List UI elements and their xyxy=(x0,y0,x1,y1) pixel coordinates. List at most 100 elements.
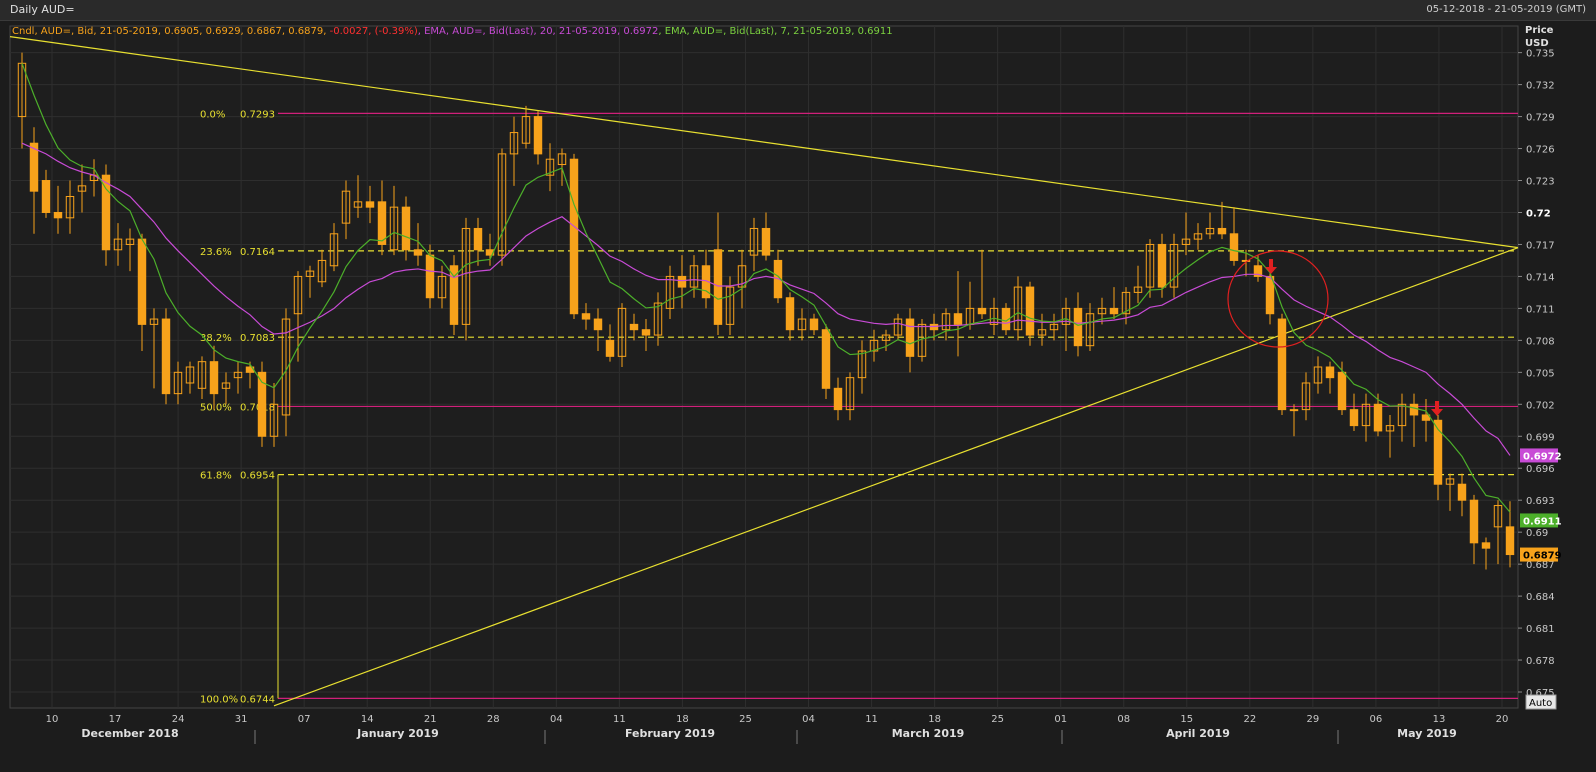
candle-body xyxy=(869,339,879,352)
candle-body xyxy=(569,158,579,315)
candle-body xyxy=(281,318,291,416)
candle-body xyxy=(437,275,447,299)
month-label: January 2019 xyxy=(356,727,439,740)
candle-body xyxy=(509,132,519,155)
candle-body xyxy=(833,387,843,411)
candle-body xyxy=(29,142,39,192)
candle-body xyxy=(113,238,123,251)
fib-level-pct: 50.0% xyxy=(200,402,232,413)
candle-body xyxy=(473,227,483,251)
x-tick-label: 15 xyxy=(1180,714,1193,725)
auto-scale-button[interactable] xyxy=(1525,694,1557,710)
candle-body xyxy=(1493,505,1503,528)
candle-body xyxy=(605,339,615,357)
candle-body xyxy=(521,116,531,144)
trendline xyxy=(9,36,1519,249)
candle-body xyxy=(1109,307,1119,315)
price-tag xyxy=(1520,513,1558,528)
candle-body xyxy=(1205,227,1215,235)
month-label: April 2019 xyxy=(1166,727,1230,740)
candle-body xyxy=(533,116,543,155)
candle-body xyxy=(125,238,135,245)
candle-body xyxy=(1505,526,1515,556)
y-tick-label: 0.702 xyxy=(1526,400,1555,411)
candle-body xyxy=(689,265,699,288)
candle-body xyxy=(641,329,651,336)
candle-body xyxy=(1229,233,1239,261)
price-tag-label: 0.6879 xyxy=(1523,551,1562,562)
candle-body xyxy=(353,201,363,208)
candle-body xyxy=(557,153,567,166)
candle-body xyxy=(161,318,171,395)
candle-body xyxy=(1121,291,1131,315)
candle-body xyxy=(1013,286,1023,331)
candle-body xyxy=(809,318,819,331)
x-tick-label: 22 xyxy=(1243,714,1256,725)
candle-body xyxy=(653,302,663,336)
y-tick-label: 0.705 xyxy=(1526,368,1555,379)
candle-body xyxy=(1037,329,1047,336)
candle-body xyxy=(1073,307,1083,347)
candle-body xyxy=(1433,419,1443,485)
candle-body xyxy=(1457,483,1467,501)
candle-body xyxy=(1289,409,1299,412)
ema7-line xyxy=(21,63,1511,513)
month-label: December 2018 xyxy=(81,727,178,740)
fib-level-pct: 61.8% xyxy=(200,471,232,482)
candle-body xyxy=(821,329,831,389)
price-chart[interactable]: 0.735 0.732 0.729 0.726 0.723 0.72 0.717 0.714 0… xyxy=(0,21,1596,772)
x-tick-label: 18 xyxy=(676,714,689,725)
candle-body xyxy=(1049,323,1059,331)
legend-ema7: , EMA, AUD=, Bid(Last), 7, 21-05-2019, 0… xyxy=(658,26,892,37)
x-tick-label: 25 xyxy=(739,714,752,725)
candle-body xyxy=(365,201,375,208)
x-tick-label: 20 xyxy=(1496,714,1509,725)
candle-body xyxy=(401,206,411,251)
candle-body xyxy=(761,227,771,256)
fib-level-pct: 100.0% xyxy=(200,694,238,705)
candle-body xyxy=(1337,371,1347,411)
candle-body xyxy=(941,313,951,331)
chart-title: Daily AUD= xyxy=(10,3,75,16)
candle-body xyxy=(173,371,183,395)
x-tick-label: 29 xyxy=(1307,714,1320,725)
legend-ema20: , EMA, AUD=, Bid(Last), 20, 21-05-2019, … xyxy=(418,26,659,37)
candle-body xyxy=(197,361,207,389)
candle-body xyxy=(1385,425,1395,432)
candle-body xyxy=(65,196,75,219)
candle-body xyxy=(1145,243,1155,288)
month-label: March 2019 xyxy=(892,727,965,740)
candle-body xyxy=(737,265,747,288)
y-tick-label: 0.708 xyxy=(1526,336,1555,347)
candle-body xyxy=(1277,318,1287,411)
candle-body xyxy=(1169,243,1179,288)
candle-body xyxy=(1301,382,1311,411)
candle-body xyxy=(137,238,147,325)
price-tag xyxy=(1520,448,1558,463)
price-tag xyxy=(1520,547,1558,562)
candle-body xyxy=(1025,286,1035,336)
fib-level-pct: 0.0% xyxy=(200,109,225,120)
candle-body xyxy=(593,318,603,331)
candle-body xyxy=(1085,313,1095,347)
candle-body xyxy=(665,275,675,309)
candle-body xyxy=(1469,499,1479,544)
title-bar: Daily AUD= 05-12-2018 - 21-05-2019 (GMT) xyxy=(0,0,1596,21)
fib-level-pct: 38.2% xyxy=(200,333,232,344)
candle-body xyxy=(785,297,795,331)
x-tick-label: 25 xyxy=(991,714,1004,725)
x-tick-label: 08 xyxy=(1117,714,1130,725)
candle-body xyxy=(1217,227,1227,235)
candle-body xyxy=(101,174,111,251)
legend-candles: Cndl, AUD=, Bid, 21-05-2019, 0.6905, 0.6… xyxy=(12,26,330,37)
axis-title-price: Price xyxy=(1525,25,1554,36)
trendline xyxy=(273,247,1519,707)
candle-body xyxy=(497,153,507,256)
axis-title-currency: USD xyxy=(1525,38,1549,49)
candle-body xyxy=(233,371,243,379)
candle-body xyxy=(1349,409,1359,427)
candle-body xyxy=(317,259,327,283)
candle-body xyxy=(1397,403,1407,427)
down-arrow-icon-shaft xyxy=(1435,401,1439,409)
